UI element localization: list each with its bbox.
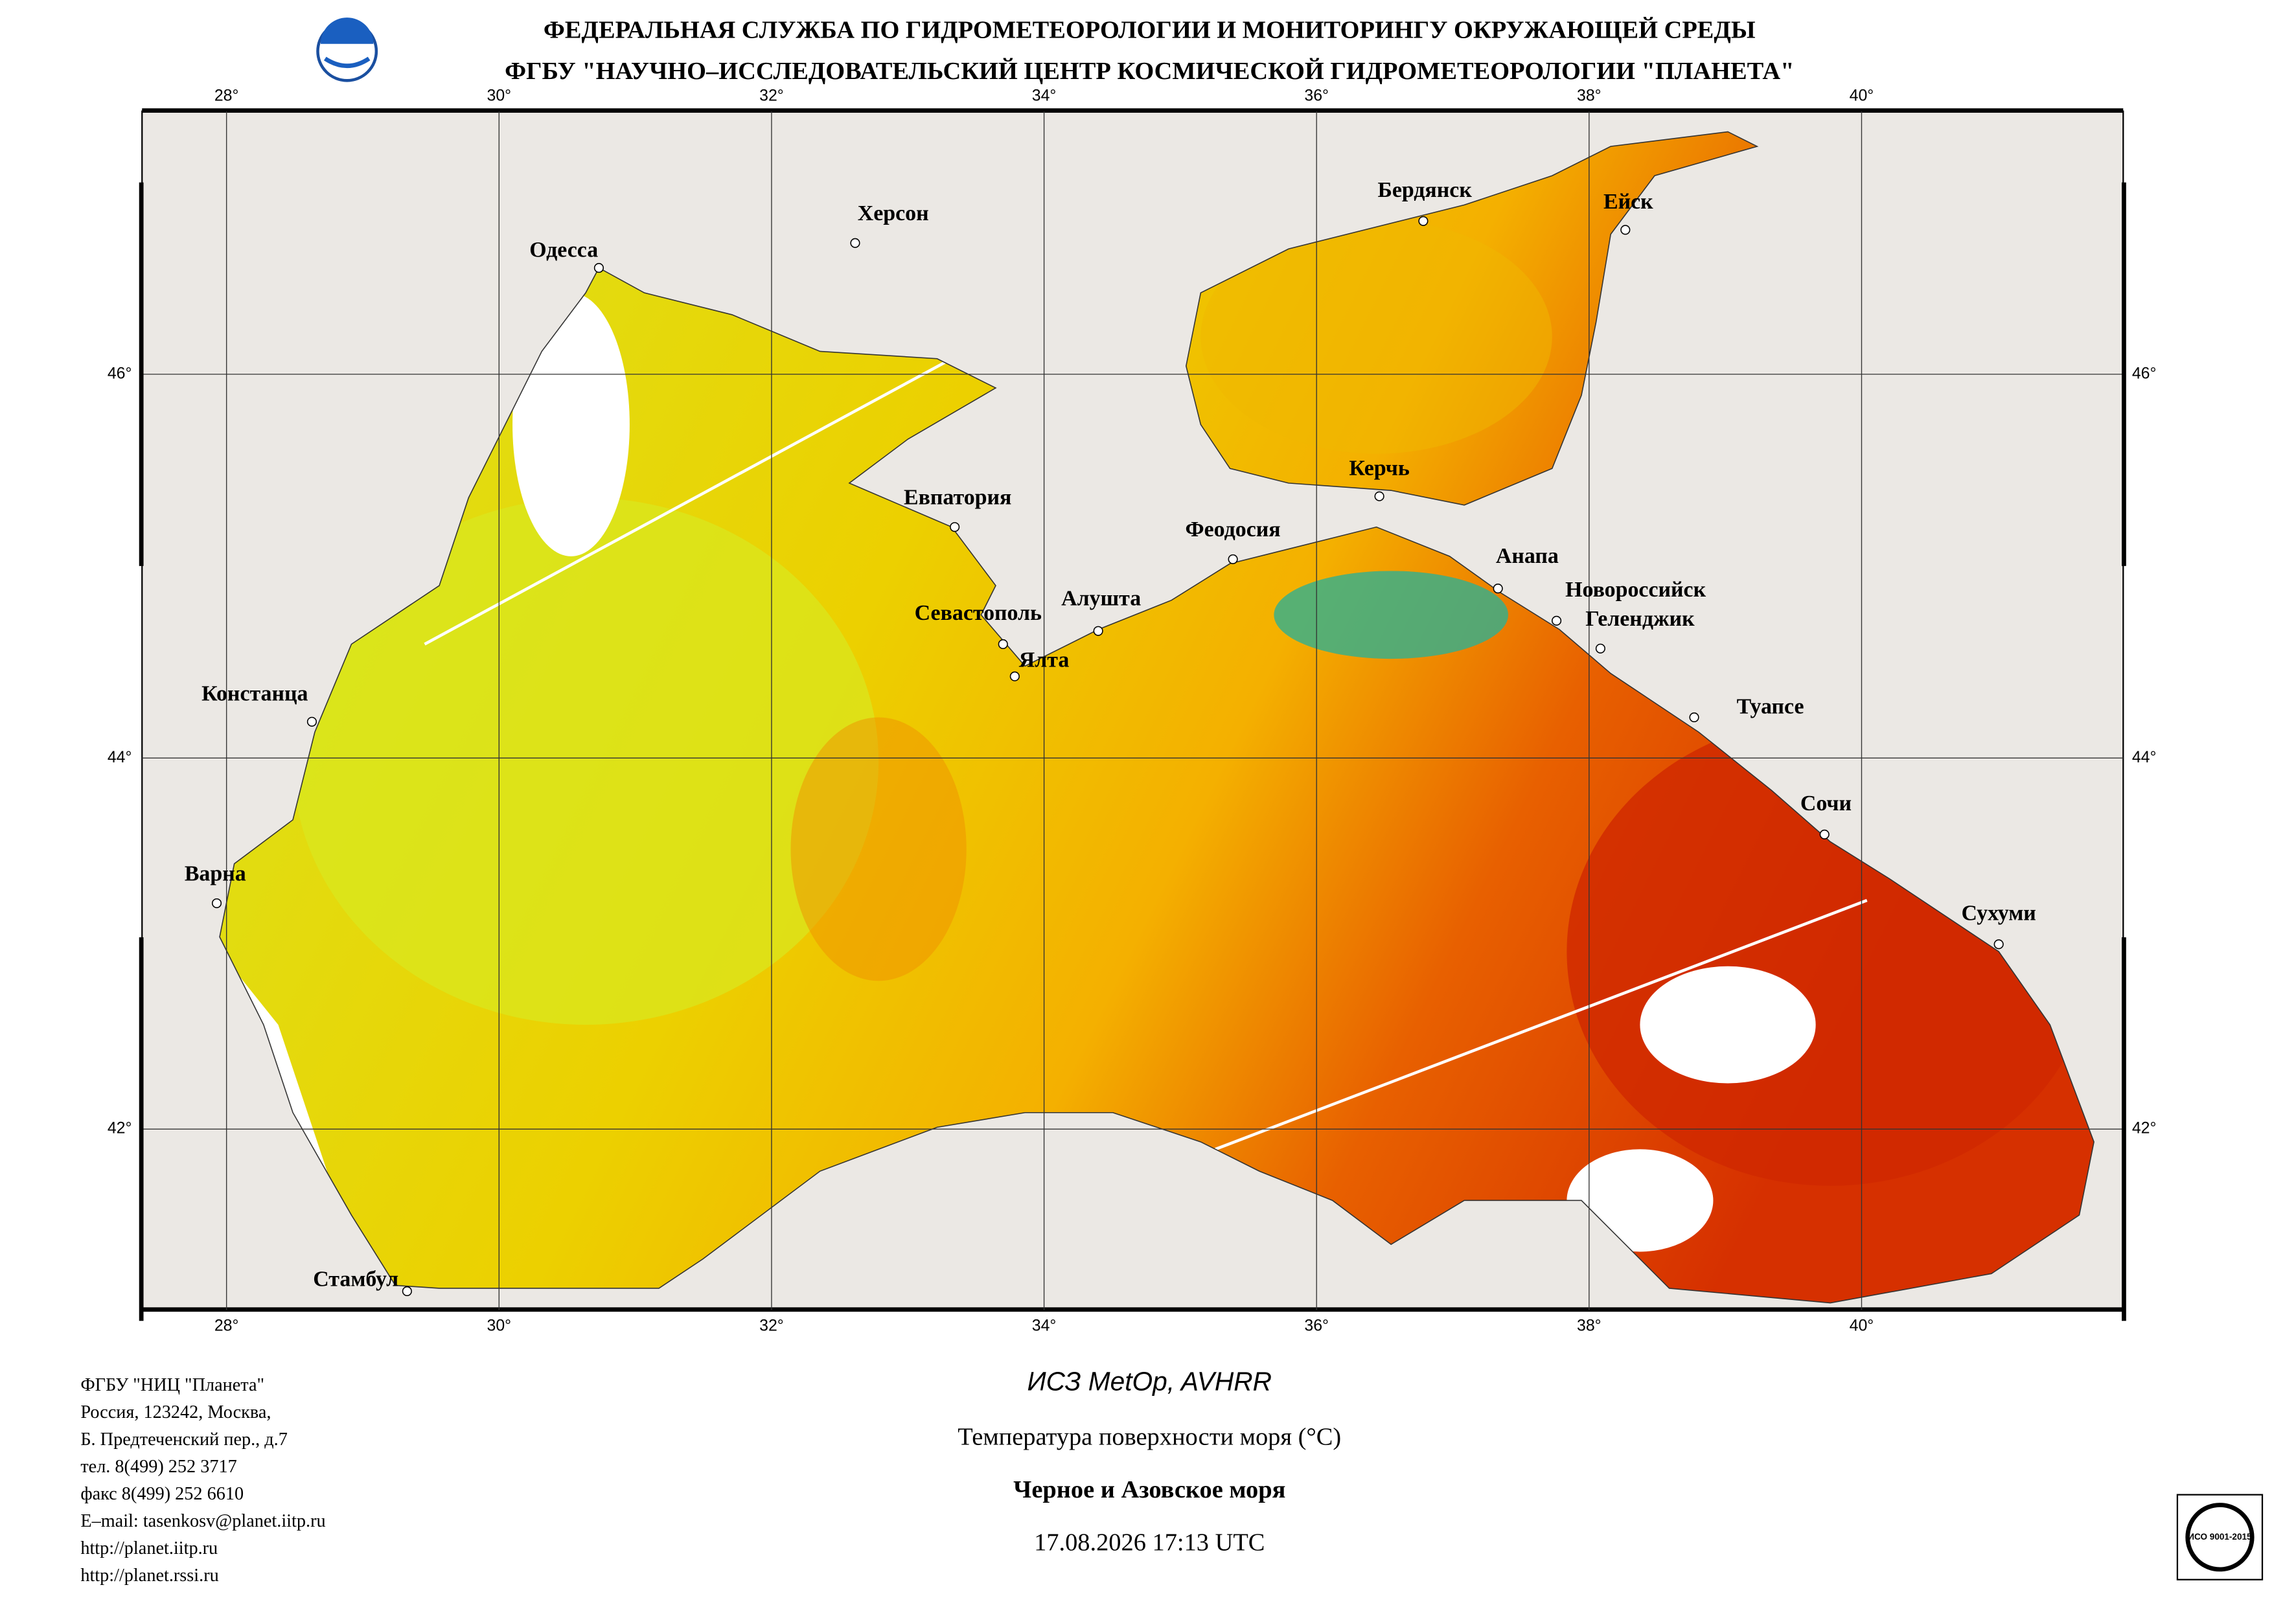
lat-edge: [2122, 182, 2126, 566]
lon-label: 40°: [1850, 87, 1874, 105]
satellite: ИСЗ MetOp, AVHRR: [1027, 1367, 1272, 1396]
address-line: ФГБУ "НИЦ "Планета": [80, 1375, 264, 1395]
frame-bar: [142, 1307, 2124, 1312]
city-label: Сочи: [1800, 792, 1852, 815]
city-dot: [211, 898, 222, 909]
city-label: Сухуми: [1961, 901, 2036, 925]
city-dot: [1819, 829, 1830, 839]
city-label: Феодосия: [1186, 518, 1281, 541]
city-dot: [1009, 671, 1020, 681]
lon-label: 38°: [1577, 87, 1601, 105]
city-dot: [1093, 626, 1103, 636]
header-line1: ФЕДЕРАЛЬНАЯ СЛУЖБА ПО ГИДРОМЕТЕОРОЛОГИИ …: [544, 17, 1756, 44]
city-label: Варна: [185, 861, 246, 885]
city-dot: [1418, 216, 1429, 226]
city-dot: [306, 716, 317, 727]
region: Черное и Азовское моря: [1013, 1476, 1285, 1503]
city-dot: [1620, 225, 1631, 235]
lat-label: 46°: [108, 364, 132, 382]
datetime: 17.08.2026 17:13 UTC: [1034, 1529, 1265, 1556]
city-label: Новороссийск: [1565, 578, 1706, 602]
lon-label: 38°: [1577, 1316, 1601, 1334]
city-label: Алушта: [1061, 586, 1141, 610]
lon-label: 40°: [1850, 1316, 1874, 1334]
city-dot: [850, 238, 860, 248]
address-line: Б. Предтеченский пер., д.7: [80, 1430, 288, 1450]
frame-bar: [142, 108, 2124, 113]
city-label: Стамбул: [313, 1267, 398, 1291]
city-dot: [593, 263, 604, 273]
lon-label: 28°: [214, 87, 239, 105]
city-dot: [1689, 712, 1699, 723]
lat-edge: [139, 937, 144, 1321]
address-line: тел. 8(499) 252 3717: [80, 1457, 236, 1477]
lon-label: 34°: [1032, 1316, 1057, 1334]
lat-label: 46°: [2132, 364, 2157, 382]
city-dot: [998, 639, 1008, 650]
lon-label: 28°: [214, 1316, 239, 1334]
lat-label: 42°: [108, 1119, 132, 1137]
city-label: Туапсе: [1737, 695, 1804, 719]
certificate-text: ИСО 9001-2015: [2188, 1532, 2252, 1542]
lon-label: 32°: [759, 87, 784, 105]
lat-label: 44°: [108, 748, 132, 766]
city-label: Ейск: [1603, 190, 1653, 214]
city-dot: [1493, 584, 1503, 594]
certificate: ИСО 9001-2015: [2176, 1494, 2264, 1580]
lat-label: 44°: [2132, 748, 2157, 766]
city-dot: [1374, 491, 1384, 501]
city-dot: [1228, 554, 1238, 564]
address-line: http://planet.rssi.ru: [80, 1566, 218, 1586]
city-dot: [950, 522, 960, 532]
lon-label: 30°: [487, 1316, 511, 1334]
lon-label: 30°: [487, 87, 511, 105]
city-dot: [1595, 643, 1605, 654]
lat-label: 42°: [2132, 1119, 2157, 1137]
lon-label: 32°: [759, 1316, 784, 1334]
city-label: Геленджик: [1585, 607, 1695, 631]
lon-label: 34°: [1032, 87, 1057, 105]
city-label: Анапа: [1496, 544, 1559, 568]
address-line: http://planet.iitp.ru: [80, 1538, 218, 1558]
city-dot: [1993, 939, 2004, 950]
city-label: Констанца: [201, 681, 308, 705]
city-label: Херсон: [858, 201, 929, 225]
address-line: E–mail: tasenkosv@planet.iitp.ru: [80, 1511, 325, 1531]
city-label: Бердянск: [1377, 178, 1472, 202]
city-dot: [1552, 615, 1562, 626]
lat-edge: [139, 182, 144, 566]
address-line: факс 8(499) 252 6610: [80, 1484, 244, 1504]
parameter: Температура поверхности моря (°C): [958, 1424, 1341, 1451]
map: [142, 111, 2124, 1310]
city-label: Одесса: [529, 238, 598, 262]
lon-label: 36°: [1304, 1316, 1329, 1334]
lon-label: 36°: [1304, 87, 1329, 105]
header-line2: ФГБУ "НАУЧНО–ИССЛЕДОВАТЕЛЬСКИЙ ЦЕНТР КОС…: [505, 58, 1794, 85]
lat-edge: [2122, 937, 2126, 1321]
address-line: Россия, 123242, Москва,: [80, 1402, 271, 1422]
city-label: Керчь: [1349, 456, 1409, 480]
city-label: Ялта: [1019, 648, 1070, 672]
city-label: Севастополь: [915, 601, 1042, 625]
logo: [316, 17, 378, 82]
city-label: Евпатория: [904, 486, 1011, 510]
city-dot: [402, 1286, 412, 1297]
